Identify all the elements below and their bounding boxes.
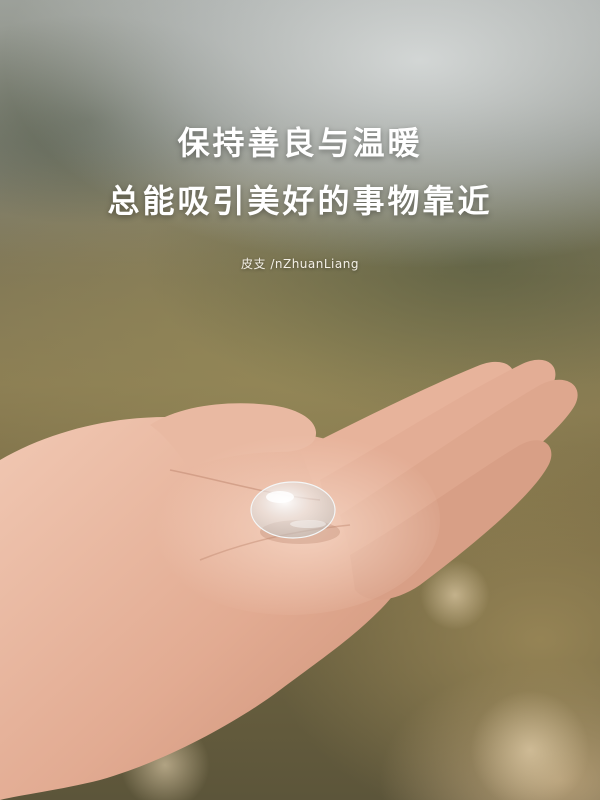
bokeh-light: [470, 690, 590, 800]
quote-line-2: 总能吸引美好的事物靠近: [107, 182, 493, 220]
water-drop: [250, 481, 340, 544]
quote-line-1: 保持善良与温暖: [177, 124, 423, 162]
author-signature: 皮支 /nZhuanLiang: [241, 257, 359, 271]
